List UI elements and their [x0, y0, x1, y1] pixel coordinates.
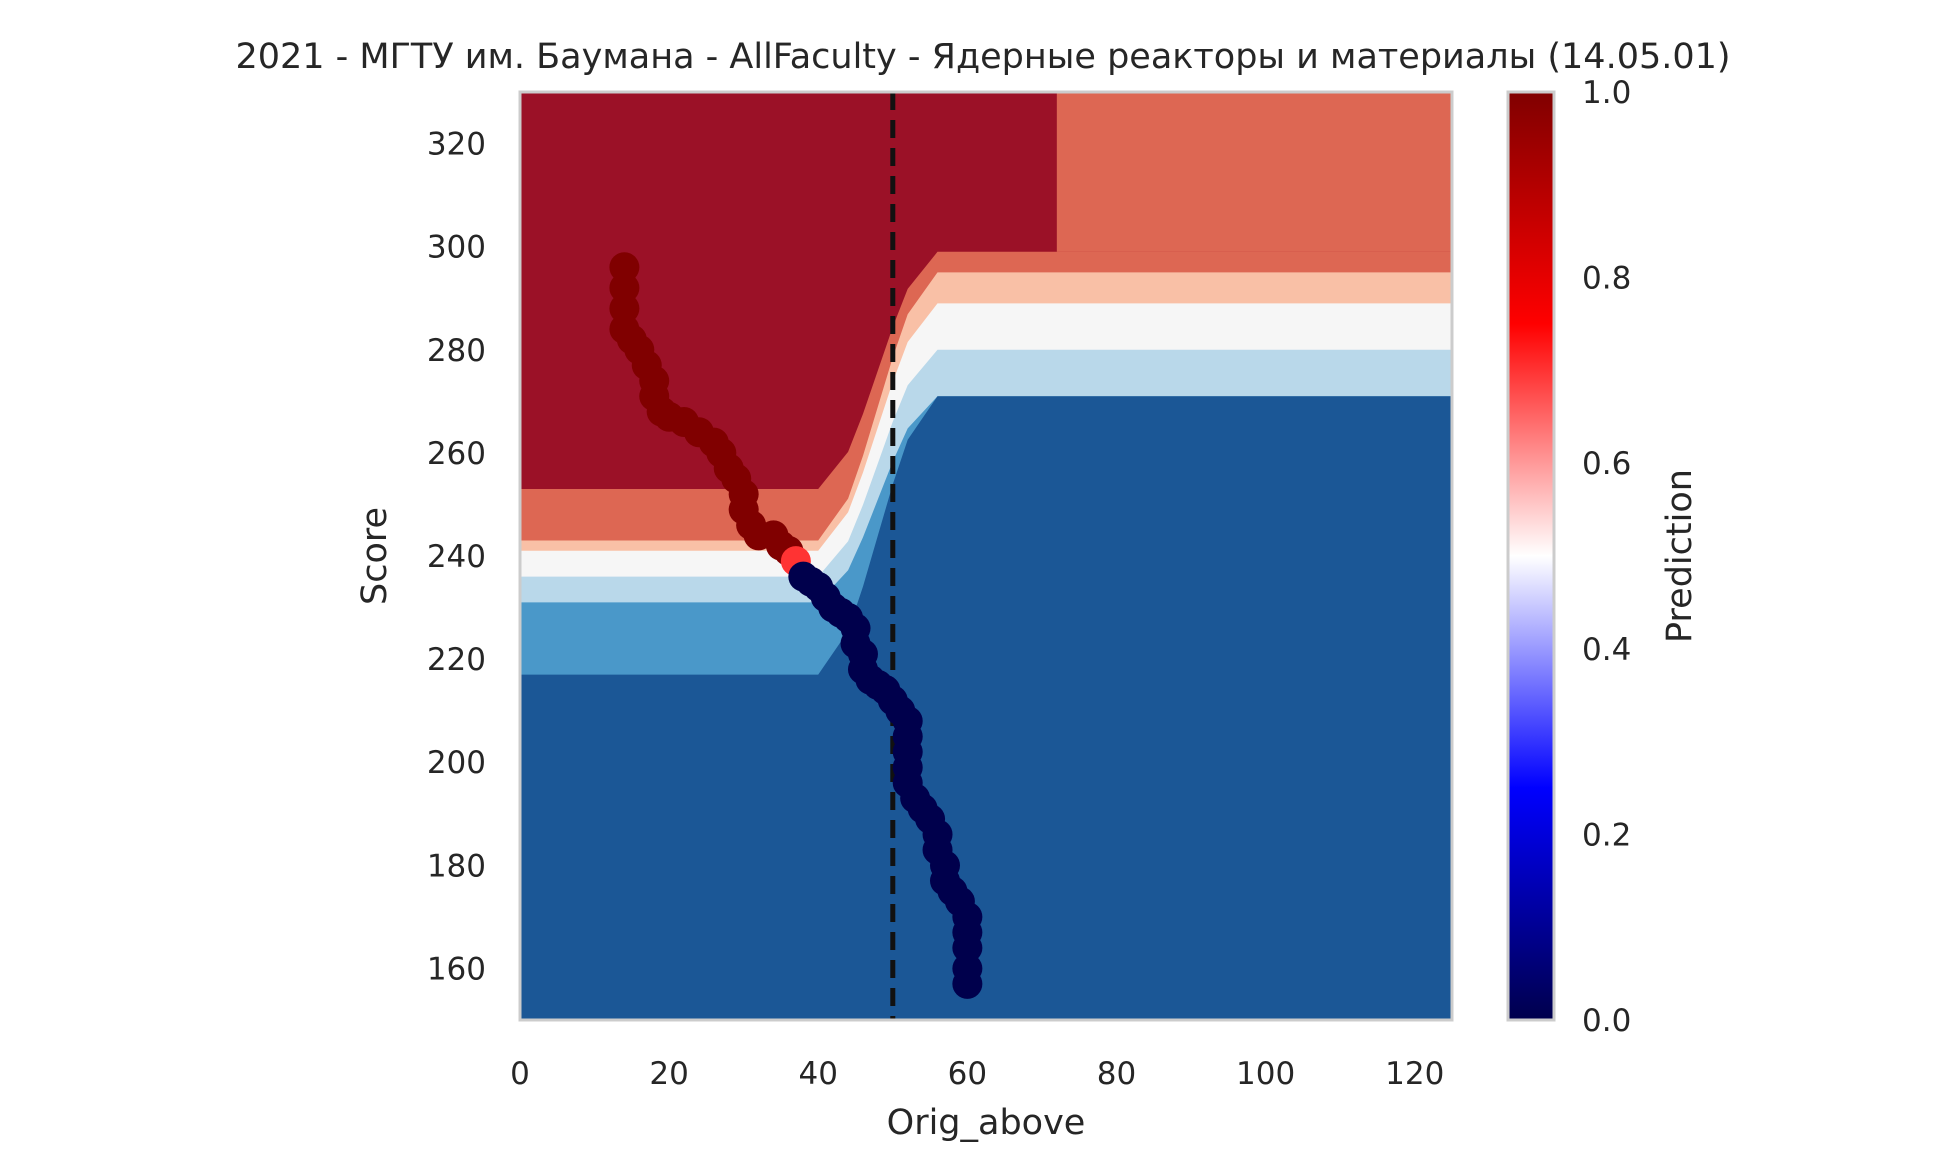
- x-tick-label: 120: [1385, 1056, 1444, 1092]
- y-tick-label: 320: [427, 127, 486, 163]
- x-tick-label: 20: [649, 1056, 688, 1092]
- scatter-point: [609, 252, 640, 283]
- scatter-point: [609, 272, 640, 303]
- y-tick-label: 200: [427, 745, 486, 781]
- colorbar-ticks: 0.0 0.2 0.4 0.6 0.8 1.0: [1582, 75, 1631, 1039]
- colorbar-label: Prediction: [1660, 469, 1700, 643]
- colorbar: 0.0 0.2 0.4 0.6 0.8 1.0 Prediction: [1506, 75, 1700, 1039]
- colorbar-gradient: [1508, 92, 1554, 1020]
- x-axis-label: Orig_above: [887, 1103, 1086, 1143]
- plot-area: [518, 90, 1454, 1022]
- contour-level-very-low: [520, 396, 1452, 1020]
- x-tick-label: 60: [948, 1056, 987, 1092]
- colorbar-tick-label: 0.4: [1582, 632, 1631, 668]
- x-tick-label: 0: [510, 1056, 530, 1092]
- scatter-points: [609, 252, 983, 999]
- contour-top-right-band: [1056, 92, 1452, 252]
- x-tick-label: 40: [799, 1056, 838, 1092]
- y-tick-label: 180: [427, 848, 486, 884]
- chart-title: 2021 - МГТУ им. Баумана - AllFaculty - Я…: [235, 37, 1730, 77]
- colorbar-tick-label: 0.2: [1582, 817, 1631, 853]
- y-tick-label: 260: [427, 436, 486, 472]
- colorbar-tick-label: 0.8: [1582, 261, 1631, 297]
- colorbar-tick-label: 1.0: [1582, 75, 1631, 111]
- y-tick-label: 220: [427, 642, 486, 678]
- y-axis-label: Score: [355, 507, 395, 605]
- x-tick-label: 80: [1097, 1056, 1136, 1092]
- colorbar-tick-label: 0.0: [1582, 1003, 1631, 1039]
- x-axis-ticks: 0 20 40 60 80 100 120: [510, 1056, 1444, 1092]
- colorbar-frame: [1506, 90, 1556, 1022]
- contour-fill: [520, 92, 1452, 1020]
- x-tick-label: 100: [1236, 1056, 1295, 1092]
- plot-frame: [518, 90, 1454, 1022]
- colorbar-tick-label: 0.6: [1582, 446, 1631, 482]
- y-axis-ticks: 160 180 200 220 240 260 280 300 320: [427, 127, 486, 988]
- y-tick-label: 240: [427, 539, 486, 575]
- scatter-point: [952, 932, 983, 963]
- y-tick-label: 280: [427, 333, 486, 369]
- y-tick-label: 160: [427, 951, 486, 987]
- scatter-point: [952, 968, 983, 999]
- scatter-point: [609, 293, 640, 324]
- y-tick-label: 300: [427, 230, 486, 266]
